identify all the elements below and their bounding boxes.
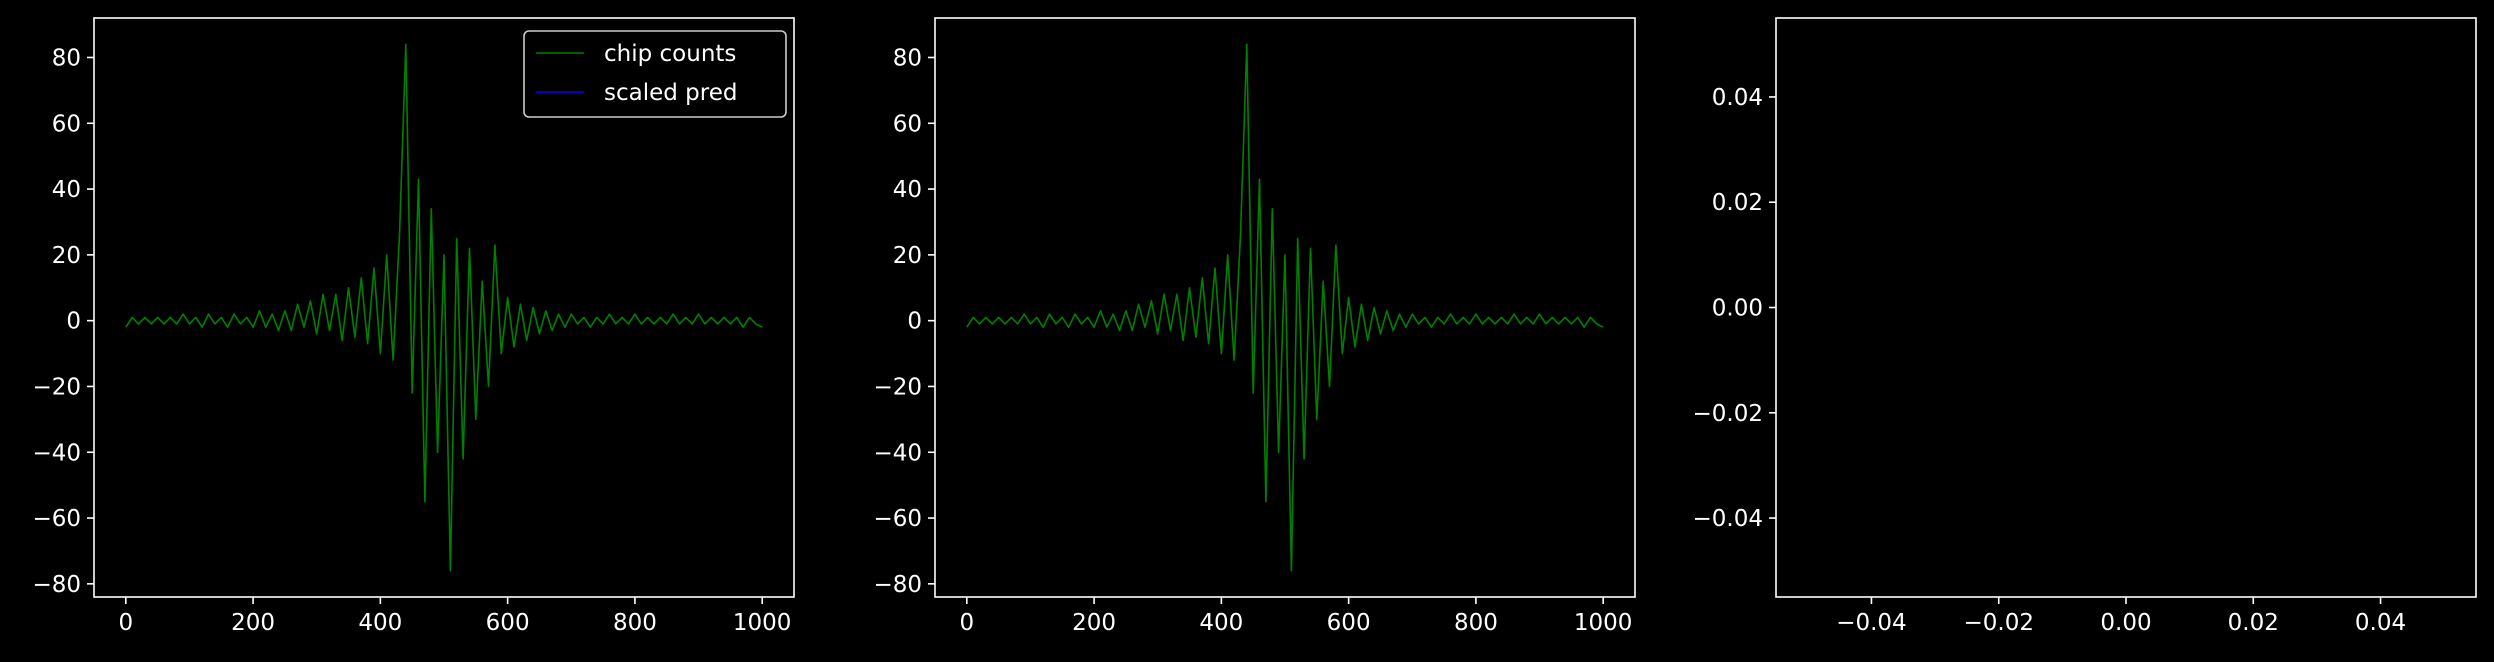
y-tick-label: −60 [32, 506, 81, 532]
x-tick-label: 0.04 [2355, 610, 2406, 636]
x-tick-label: 0.02 [2228, 610, 2279, 636]
plot-area [1775, 17, 2477, 598]
x-tick-label: 200 [1072, 610, 1116, 636]
x-tick-label: 800 [1454, 610, 1498, 636]
x-tick-label: 800 [613, 610, 657, 636]
y-tick-label: 0.02 [1712, 190, 1763, 216]
y-tick-label: −60 [873, 506, 922, 532]
y-tick-label: −80 [873, 572, 922, 598]
y-tick-label: −20 [873, 374, 922, 400]
legend-box [523, 30, 787, 118]
y-tick-label: 40 [52, 177, 81, 203]
x-tick-label: 1000 [1574, 610, 1633, 636]
y-tick-label: 20 [893, 243, 922, 269]
y-tick-label: 60 [52, 111, 81, 137]
y-tick-label: 20 [52, 243, 81, 269]
x-tick-label: 0.00 [2100, 610, 2151, 636]
y-tick-label: 80 [52, 45, 81, 71]
series-line-0 [966, 43, 1604, 572]
y-tick-label: −40 [873, 440, 922, 466]
y-tick-label: 0 [66, 309, 81, 335]
legend-label: chip counts [604, 41, 736, 67]
x-tick-label: 1000 [733, 610, 792, 636]
x-tick-label: 600 [486, 610, 530, 636]
x-tick-label: 400 [1199, 610, 1243, 636]
y-tick-label: 0.04 [1712, 85, 1763, 111]
x-tick-label: 400 [358, 610, 402, 636]
y-tick-label: −40 [32, 440, 81, 466]
y-tick-label: 60 [893, 111, 922, 137]
x-tick-label: −0.02 [1963, 610, 2033, 636]
x-tick-label: 0 [959, 610, 974, 636]
y-tick-label: −80 [32, 572, 81, 598]
legend-label: scaled pred [604, 80, 737, 106]
axes-3: −0.04 −0.02 0.00 0.02 0.04 −0.04 −0.02 0.00 0.02… [1693, 17, 2477, 636]
y-tick-label: 80 [893, 45, 922, 71]
series-line-chip-counts [125, 43, 763, 572]
y-tick-label: 0 [907, 309, 922, 335]
x-tick-label: −0.04 [1836, 610, 1906, 636]
y-tick-label: 40 [893, 177, 922, 203]
plot-area [934, 17, 1636, 598]
legend: chip counts scaled pred [523, 30, 787, 118]
axes-2: 0 200 400 600 800 1000 −80 −60 −40 −20 0 20 40 60 80 [873, 17, 1636, 636]
x-tick-label: 600 [1327, 610, 1371, 636]
x-tick-label: 200 [231, 610, 275, 636]
y-tick-label: 0.00 [1712, 296, 1763, 322]
y-tick-label: −0.02 [1693, 401, 1763, 427]
axes-1: 0 200 400 600 800 1000 −80 −60 −40 −20 0 20 40 60 80 ch… [32, 17, 795, 636]
y-tick-label: −0.04 [1693, 506, 1763, 532]
y-tick-label: −20 [32, 374, 81, 400]
x-tick-label: 0 [118, 610, 133, 636]
